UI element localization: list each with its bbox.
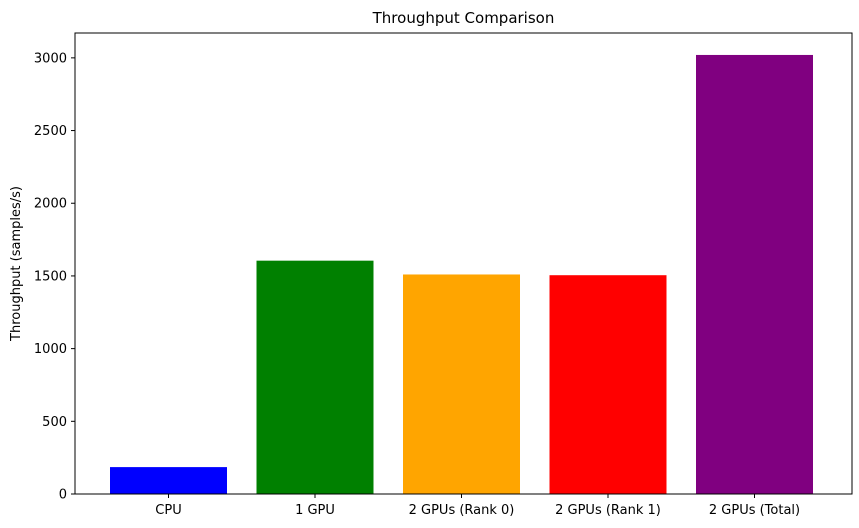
x-tick-label-0: CPU [155,503,181,518]
y-tick-label-6: 3000 [34,51,67,66]
y-tick-label-0: 0 [59,488,67,503]
x-tick-label-3: 2 GPUs (Rank 1) [555,503,661,518]
bar-1 [256,260,374,494]
y-tick-label-5: 2500 [34,124,67,139]
y-axis-label: Throughput (samples/s) [9,186,24,342]
y-tick-label-4: 2000 [34,197,67,212]
x-axis: CPU 1 GPU 2 GPUs (Rank 0) 2 GPUs (Rank 1) 2 … [155,494,800,518]
plot-area-frame [74,32,853,495]
chart-title: Throughput Comparison [372,9,555,27]
bar-3 [549,275,667,494]
x-tick-label-1: 1 GPU [295,503,335,518]
y-tick-label-1: 500 [42,415,67,430]
x-tick-label-4: 2 GPUs (Total) [709,503,800,518]
bar-4 [696,54,813,494]
y-tick-label-2: 1000 [34,342,67,357]
bars-group [110,54,813,494]
x-tick-label-2: 2 GPUs (Rank 0) [409,503,515,518]
bar-2 [403,274,520,494]
bar-0 [110,467,227,494]
y-tick-label-3: 1500 [34,269,67,284]
y-axis: 0 500 1000 1500 2000 2500 3000 [34,51,75,503]
